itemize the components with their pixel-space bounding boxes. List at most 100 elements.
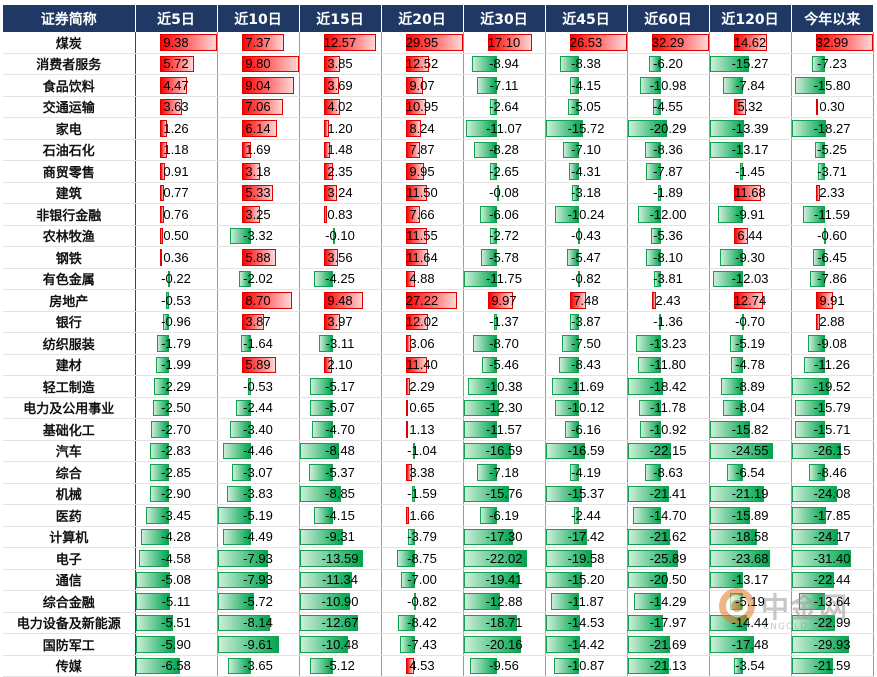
negative-bar	[627, 120, 668, 137]
value-label: -8.36	[653, 142, 683, 158]
value-cell: 1.26	[135, 117, 218, 140]
value-cell: -3.18	[545, 182, 628, 204]
value-label: -8.48	[325, 443, 355, 459]
value-label: 0.36	[163, 249, 189, 265]
value-label: -2.70	[161, 421, 191, 437]
value-cell: 12.02	[381, 311, 464, 333]
column-header-3: 近15日	[298, 5, 381, 32]
value-cell: 0.77	[135, 182, 218, 204]
column-header-2: 近10日	[216, 5, 299, 32]
positive-bar	[405, 313, 429, 330]
table-row: 有色金属 -0.22 -2.02 -4.25 4.88 -11.75 -0.82 -3.81 -…	[3, 268, 874, 290]
value-label: -5.78	[489, 249, 519, 265]
value-cell: 0.30	[791, 96, 874, 118]
positive-bar	[241, 249, 276, 266]
sector-name: 石油石化	[3, 139, 136, 161]
value-label: -24.17	[813, 529, 851, 545]
value-label: -0.22	[161, 271, 191, 287]
value-label: 1.66	[409, 507, 435, 523]
negative-bar	[473, 141, 498, 158]
value-cell: -12.88	[463, 590, 546, 613]
value-cell: 10.95	[381, 96, 464, 118]
sector-name: 传媒	[3, 655, 136, 677]
positive-bar	[405, 356, 428, 373]
value-label: 5.33	[245, 185, 271, 201]
sector-name: 纺织服装	[3, 332, 136, 355]
sector-name: 机械	[3, 483, 136, 505]
table-row: 消费者服务 5.72 9.80 3.85 12.52 -8.94 -8.38 -6.20 -15…	[3, 53, 874, 75]
sector-name: 商贸零售	[3, 160, 136, 183]
value-label: -18.27	[813, 120, 851, 136]
value-label: -13.39	[731, 120, 769, 136]
positive-bar	[241, 356, 276, 373]
value-label: -21.13	[649, 658, 687, 674]
negative-bar	[135, 571, 170, 588]
negative-bar	[627, 485, 670, 502]
positive-bar	[241, 184, 273, 201]
negative-bar	[709, 485, 764, 502]
negative-bar	[638, 206, 662, 223]
positive-bar	[569, 292, 586, 309]
negative-bar	[657, 184, 662, 201]
negative-bar	[309, 378, 334, 395]
value-label: 4.47	[163, 77, 189, 93]
value-label: -12.03	[731, 271, 769, 287]
positive-bar	[323, 77, 339, 94]
value-cell: -14.44	[709, 612, 792, 634]
value-cell: -0.60	[791, 225, 874, 247]
value-cell: 11.40	[381, 354, 464, 376]
negative-bar	[566, 249, 580, 266]
negative-bar	[722, 399, 744, 416]
value-label: -4.19	[571, 464, 601, 480]
value-label: -13.17	[731, 572, 769, 588]
value-cell: 4.53	[381, 655, 464, 677]
value-label: -6.58	[161, 658, 191, 674]
value-label: -5.72	[243, 593, 273, 609]
value-cell: 1.18	[135, 139, 218, 161]
value-cell: -7.93	[217, 569, 300, 591]
value-cell: -7.93	[217, 547, 300, 570]
value-label: -6.16	[571, 421, 601, 437]
negative-bar	[235, 399, 252, 416]
value-cell: -2.50	[135, 397, 218, 419]
value-cell: -7.11	[463, 74, 546, 97]
value-cell: -12.03	[709, 268, 792, 290]
value-cell: -2.44	[545, 504, 628, 527]
column-header-1: 近5日	[134, 5, 217, 32]
value-cell: -13.59	[299, 547, 382, 570]
value-label: -10.98	[649, 77, 687, 93]
negative-bar	[649, 55, 662, 72]
value-cell: 2.43	[627, 289, 710, 312]
value-cell: -14.42	[545, 633, 628, 656]
value-cell: -4.25	[299, 268, 382, 290]
value-label: -0.10	[325, 228, 355, 244]
negative-bar	[638, 356, 662, 373]
negative-bar	[465, 120, 498, 137]
negative-bar	[299, 636, 349, 653]
positive-bar	[159, 249, 162, 266]
negative-bar	[569, 464, 580, 481]
negative-bar	[635, 335, 662, 352]
value-cell: 9.07	[381, 74, 464, 97]
value-label: -4.70	[325, 421, 355, 437]
value-label: -11.34	[322, 572, 358, 588]
value-cell: -4.55	[627, 96, 710, 118]
value-label: -1.36	[653, 314, 683, 330]
negative-bar	[803, 356, 826, 373]
value-cell: -2.02	[217, 268, 300, 290]
negative-bar	[467, 378, 498, 395]
value-cell: 9.04	[217, 74, 300, 97]
negative-bar	[559, 55, 580, 72]
value-label: -17.97	[649, 615, 687, 631]
value-label: -12.67	[321, 615, 359, 631]
value-cell: -1.37	[463, 311, 546, 333]
value-cell: 12.57	[299, 32, 382, 54]
value-label: 7.87	[409, 142, 435, 158]
value-label: -12.30	[485, 400, 523, 416]
value-cell: -3.45	[135, 504, 218, 527]
value-cell: 4.47	[135, 74, 218, 97]
value-cell: -8.75	[381, 547, 464, 570]
negative-bar	[217, 571, 269, 588]
value-cell: -6.58	[135, 655, 218, 677]
column-header-6: 近45日	[544, 5, 627, 32]
